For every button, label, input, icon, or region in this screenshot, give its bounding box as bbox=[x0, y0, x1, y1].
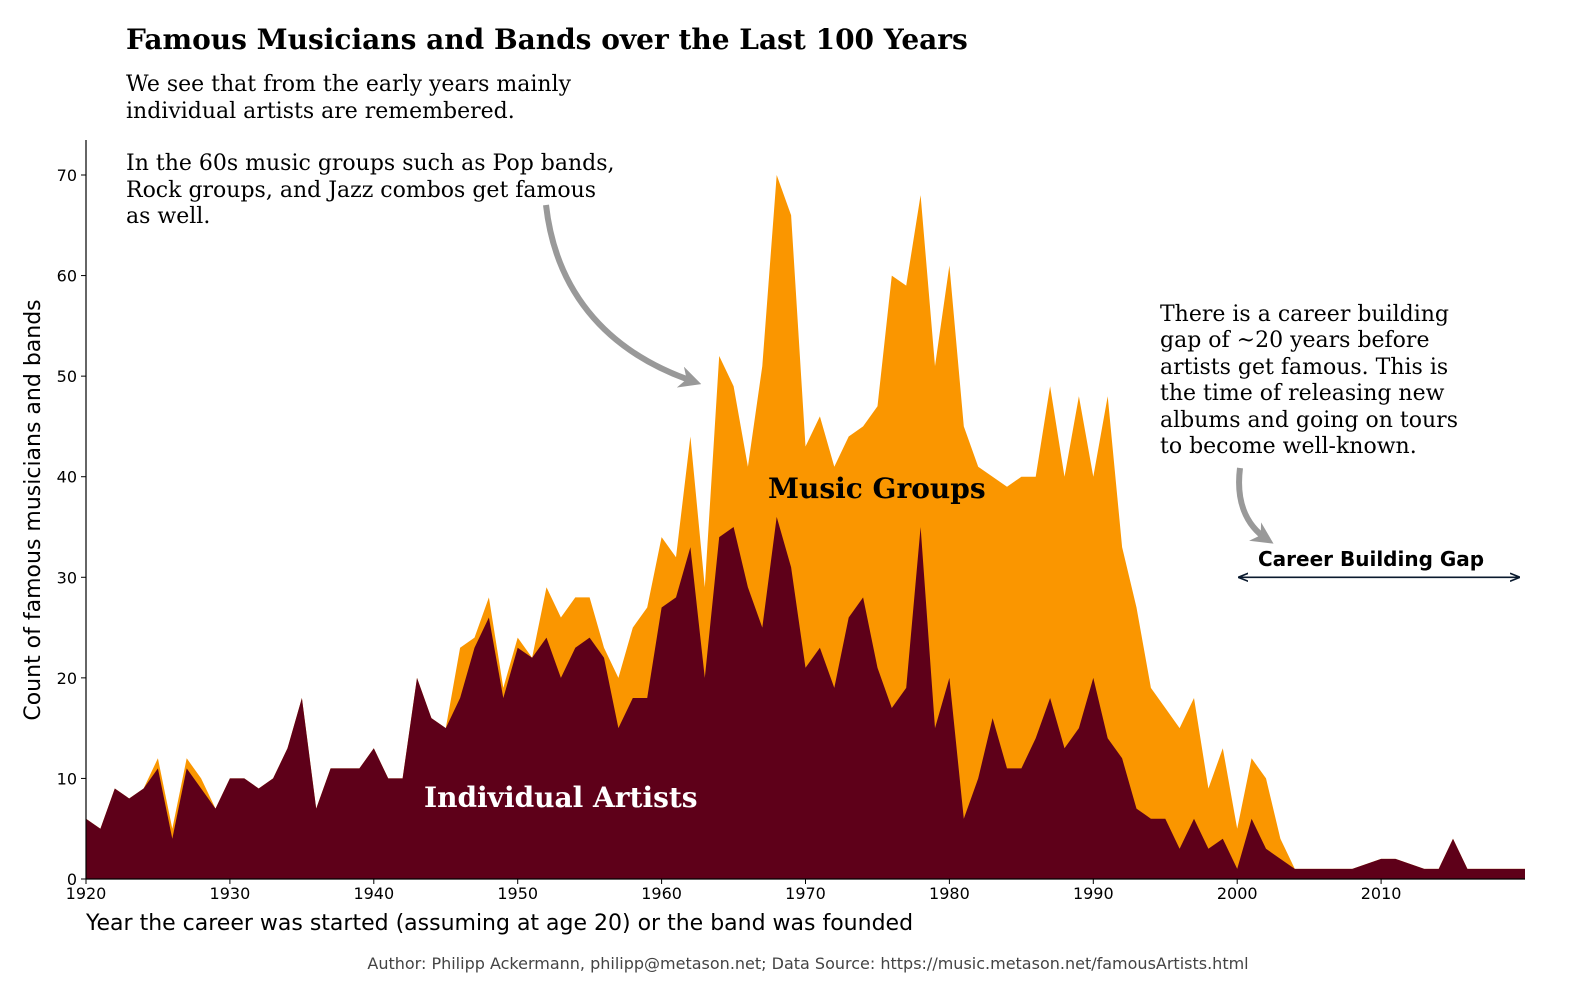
x-tick-label: 1950 bbox=[497, 884, 538, 903]
x-tick-label: 1960 bbox=[641, 884, 682, 903]
x-tick-label: 2010 bbox=[1361, 884, 1402, 903]
x-tick-label: 1940 bbox=[353, 884, 394, 903]
x-tick-label: 1930 bbox=[210, 884, 251, 903]
gap-note-line-2: gap of ~20 years before bbox=[1160, 328, 1429, 353]
chart-title: Famous Musicians and Bands over the Last… bbox=[126, 23, 968, 56]
y-tick-label: 70 bbox=[57, 166, 77, 185]
gap-curved-arrow bbox=[1236, 467, 1274, 544]
gap-note-line-5: albums and going on tours bbox=[1160, 408, 1458, 433]
gap-note-line-1: There is a career building bbox=[1160, 302, 1449, 327]
gap-note-line-4: the time of releasing new bbox=[1160, 381, 1445, 406]
footer-credit: Author: Philipp Ackermann, philipp@metas… bbox=[367, 954, 1248, 973]
x-tick-label: 1970 bbox=[785, 884, 826, 903]
y-axis-ticks: 0 10 20 30 40 50 60 70 bbox=[57, 166, 86, 889]
y-tick-label: 30 bbox=[57, 568, 77, 587]
y-tick-label: 40 bbox=[57, 468, 77, 487]
sixties-note-line-2: Rock groups, and Jazz combos get famous bbox=[126, 178, 596, 203]
x-tick-label: 2000 bbox=[1217, 884, 1258, 903]
y-axis-label: Count of famous musicians and bands bbox=[21, 299, 46, 720]
sixties-note-line-3: as well. bbox=[126, 204, 210, 229]
x-axis-ticks: 1920 1930 1940 1950 1960 1970 1980 1990 2000 2010 bbox=[66, 879, 1402, 903]
gap-note-line-3: artists get famous. This is bbox=[1160, 355, 1448, 380]
gap-note-line-6: to become well-known. bbox=[1160, 434, 1417, 459]
y-tick-label: 50 bbox=[57, 367, 77, 386]
sixties-note-line-1: In the 60s music groups such as Pop band… bbox=[126, 151, 615, 176]
y-tick-label: 0 bbox=[67, 870, 77, 889]
music-groups-area bbox=[86, 175, 1525, 879]
subtitle-line-2: individual artists are remembered. bbox=[126, 99, 515, 124]
career-gap-label: Career Building Gap bbox=[1258, 547, 1484, 571]
y-tick-label: 60 bbox=[57, 267, 77, 286]
x-tick-label: 1990 bbox=[1073, 884, 1114, 903]
x-axis-label: Year the career was started (assuming at… bbox=[85, 911, 913, 936]
x-tick-label: 1980 bbox=[929, 884, 970, 903]
x-tick-label: 1920 bbox=[66, 884, 107, 903]
y-tick-label: 10 bbox=[57, 769, 77, 788]
individual-artists-label: Individual Artists bbox=[424, 781, 698, 814]
individual-artists-area bbox=[86, 516, 1525, 879]
sixties-curved-arrow bbox=[543, 204, 702, 388]
y-tick-label: 20 bbox=[57, 669, 77, 688]
subtitle-line-1: We see that from the early years mainly bbox=[126, 72, 572, 97]
music-groups-label: Music Groups bbox=[768, 472, 986, 505]
